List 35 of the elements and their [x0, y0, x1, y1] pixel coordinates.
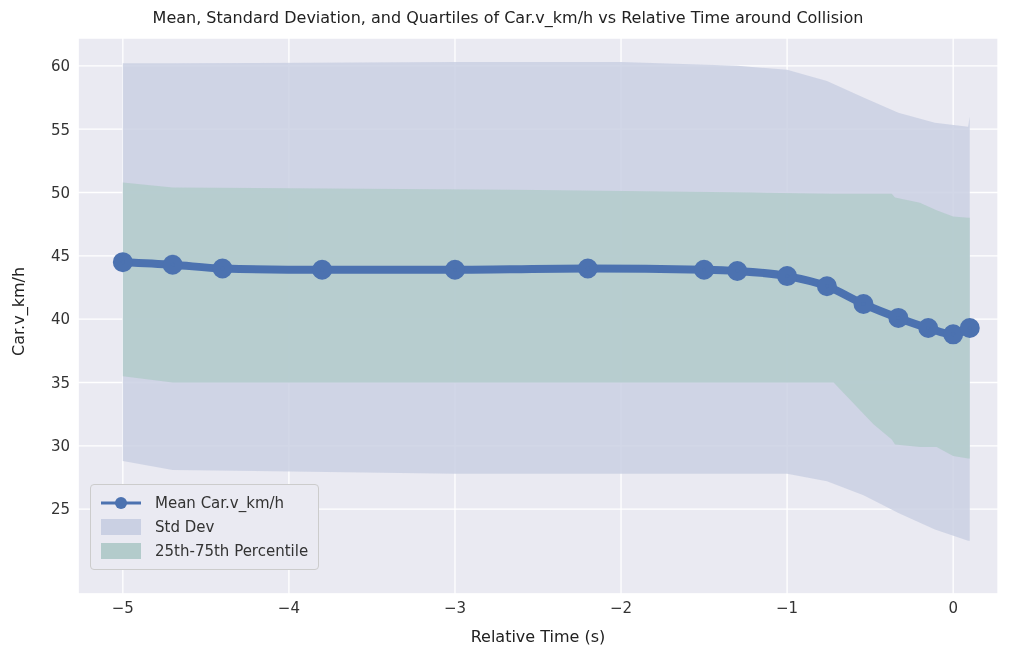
point	[959, 318, 980, 339]
x-tick-label: −1	[776, 598, 799, 617]
point	[694, 259, 715, 280]
y-axis-title: Car.v_km/h	[8, 266, 29, 356]
point	[727, 261, 748, 282]
y-tick-label: 40	[50, 310, 70, 329]
point	[112, 252, 133, 273]
x-axis-title: Relative Time (s)	[470, 627, 606, 646]
legend-label: Std Dev	[155, 518, 215, 536]
y-tick-label: 55	[50, 120, 70, 139]
y-tick-label: 30	[50, 437, 70, 456]
point	[312, 259, 333, 280]
x-tick-label: −3	[443, 598, 467, 617]
point	[888, 307, 909, 328]
legend-label: 25th-75th Percentile	[155, 542, 309, 560]
x-tick-label: −4	[277, 598, 300, 617]
point	[943, 324, 964, 345]
chart-title: Mean, Standard Deviation, and Quartiles of Car.v_km/h vs Relative Time around Collision	[151, 8, 865, 29]
y-tick-label: 60	[50, 57, 70, 76]
point	[816, 276, 837, 297]
x-tick-label: 0	[948, 598, 958, 617]
point	[777, 266, 798, 287]
point	[918, 318, 939, 339]
y-tick-label: 25	[50, 500, 70, 519]
x-tick-label: −2	[609, 598, 633, 617]
point	[212, 258, 233, 279]
point	[577, 258, 598, 279]
point	[162, 254, 183, 275]
point	[444, 259, 465, 280]
legend-label: Mean Car.v_km/h	[155, 494, 285, 512]
y-tick-label: 45	[50, 247, 70, 266]
point	[853, 293, 874, 314]
x-tick-label: −5	[111, 598, 134, 617]
y-tick-label: 50	[50, 183, 70, 202]
y-tick-label: 35	[50, 373, 70, 392]
